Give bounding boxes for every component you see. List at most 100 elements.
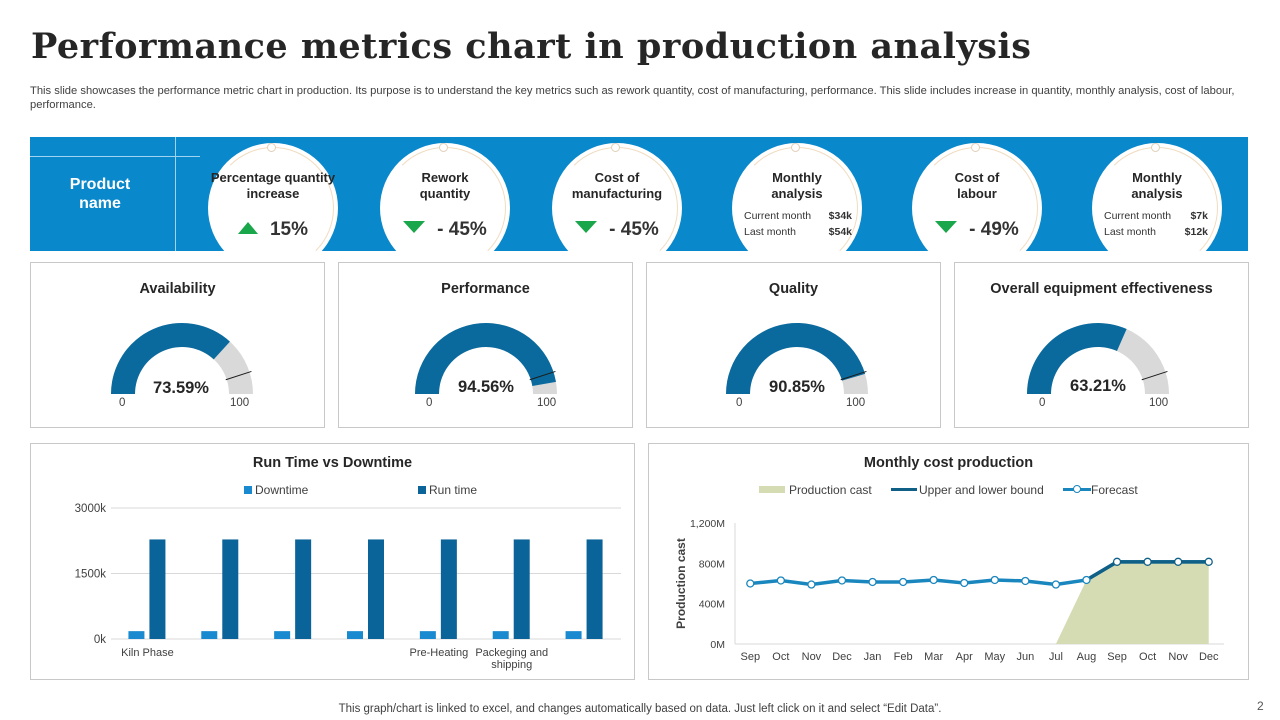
forecast-marker [837, 576, 847, 585]
x-tick-label: Packeging and [475, 647, 548, 659]
kpi-value-text: 15% [269, 219, 309, 240]
gauge-title: Performance [441, 281, 530, 297]
x-tick-label: Jun [1016, 651, 1034, 663]
gauge-target-marker [840, 370, 867, 381]
kpi-value: - 45% [380, 219, 510, 241]
row-label: Last month [744, 226, 796, 238]
kpi-cost-of-labour[interactable]: Cost of labour - 49% [912, 143, 1042, 251]
legend-swatch-downtime [244, 486, 252, 494]
kpi-value: - 45% [552, 219, 682, 241]
kpi-label: Percentage quantity increase [210, 170, 336, 201]
trend-down-icon [403, 221, 426, 233]
kpi-label: Cost of labour [954, 170, 1000, 201]
gauge-card-performance[interactable]: Performance 94.56% 0 100 [338, 262, 633, 428]
forecast-marker [807, 580, 816, 589]
x-tick-label: Nov [1168, 651, 1188, 663]
bar-downtime [419, 631, 436, 639]
last-month-row: Last month $12k [1104, 226, 1208, 238]
gauge-fill [1027, 323, 1127, 394]
legend-swatch-runtime [418, 486, 426, 494]
legend-item-bound: Upper and lower bound [891, 483, 1044, 497]
kpi-band: Product name Percentage quantity increas… [30, 137, 1248, 251]
legend-label: Production cast [789, 483, 872, 497]
x-tick-label: Dec [832, 651, 852, 663]
gauge-chart [726, 323, 868, 394]
gauge-card-availability[interactable]: Availability 73.59% 0 100 [30, 262, 325, 428]
runtime-downtime-chart-card[interactable]: Run Time vs Downtime Downtime Run time 0… [30, 443, 635, 680]
y-tick-label: 800M [699, 558, 725, 570]
bar-downtime [128, 631, 145, 639]
row-label: Current month [744, 210, 812, 222]
row-value: $54k [828, 226, 852, 238]
x-tick-label: Kiln Phase [121, 647, 174, 659]
trend-down-icon [935, 221, 958, 233]
x-tick-label: Aug [1077, 651, 1097, 663]
trend-down-icon [575, 221, 598, 233]
row-value: $34k [828, 210, 852, 222]
gauge-target-marker [1141, 370, 1168, 381]
legend-item-runtime: Run time [418, 483, 477, 497]
bar-runtime [440, 539, 457, 639]
area-production-cast [1055, 561, 1209, 644]
bar-downtime [201, 631, 218, 639]
x-tick-label: Oct [772, 651, 789, 663]
forecast-marker [1021, 576, 1030, 586]
y-tick-label: 0M [710, 639, 725, 651]
forecast-marker [1112, 557, 1122, 566]
gauge-min-label: 0 [1039, 397, 1046, 409]
trend-up-icon [237, 222, 258, 234]
legend-swatch-area [759, 486, 785, 493]
kpi-monthly-analysis-2[interactable]: Monthly analysis Current month $7k Last m… [1092, 143, 1222, 251]
forecast-marker [990, 575, 999, 585]
divider-horizontal [30, 156, 200, 157]
ring-knob-icon [267, 143, 276, 152]
bar-runtime [295, 539, 312, 639]
gauge-max-label: 100 [230, 397, 250, 409]
x-tick-label: Mar [924, 651, 943, 663]
forecast-marker [868, 577, 877, 587]
forecast-marker [1174, 557, 1183, 566]
legend-label: Run time [429, 483, 478, 497]
bar-runtime [149, 539, 166, 639]
bar-runtime [368, 539, 384, 639]
legend-item-downtime: Downtime [244, 483, 308, 497]
gauge-max-label: 100 [537, 397, 557, 409]
y-tick-label: 1500k [75, 569, 107, 581]
product-name-label: Product name [69, 176, 131, 212]
legend-label: Downtime [255, 483, 309, 497]
gauge-card-quality[interactable]: Quality 90.85% 0 100 [646, 262, 941, 428]
gauge-value: 94.56% [458, 378, 514, 396]
x-tick-label: Apr [956, 651, 973, 663]
gauge-target-marker [225, 370, 252, 381]
gauge-fill [726, 323, 866, 394]
x-tick-label: Feb [894, 651, 913, 663]
gauge-value: 73.59% [153, 379, 209, 397]
kpi-value: 15% [208, 219, 338, 241]
kpi-label: Cost of manufacturing [571, 170, 663, 201]
kpi-value-text: - 45% [437, 219, 487, 240]
ring-knob-icon [791, 143, 800, 152]
gauge-max-label: 100 [1149, 397, 1169, 409]
y-tick-label: 3000k [75, 503, 107, 515]
monthly-cost-chart-card[interactable]: Monthly cost production Production cast … [648, 443, 1249, 680]
row-label: Last month [1104, 226, 1156, 238]
gauge-card-oee[interactable]: Overall equipment effectiveness 63.21% 0… [954, 262, 1249, 428]
x-tick-label: Jul [1049, 651, 1063, 663]
x-tick-label: Nov [802, 651, 822, 663]
kpi-cost-of-manufacturing[interactable]: Cost of manufacturing - 45% [552, 143, 682, 251]
gauge-target-marker [529, 370, 556, 381]
kpi-percentage-quantity-increase[interactable]: Percentage quantity increase 15% [208, 143, 338, 251]
page-title: Performance metrics chart in production … [31, 26, 1032, 67]
ring-knob-icon [611, 143, 620, 152]
x-tick-label: Pre-Heating [410, 647, 469, 659]
x-tick-label: shipping [491, 659, 532, 671]
legend-label: Forecast [1091, 483, 1138, 497]
kpi-monthly-analysis-1[interactable]: Monthly analysis Current month $34k Last … [732, 143, 862, 251]
forecast-marker [1204, 557, 1213, 566]
page-number: 2 [1257, 699, 1264, 713]
page-subtitle: This slide showcases the performance met… [30, 85, 1235, 111]
legend-swatch-marker-line [1063, 485, 1091, 493]
chart-title: Run Time vs Downtime [252, 455, 413, 471]
kpi-rework-quantity[interactable]: Rework quantity - 45% [380, 143, 510, 251]
